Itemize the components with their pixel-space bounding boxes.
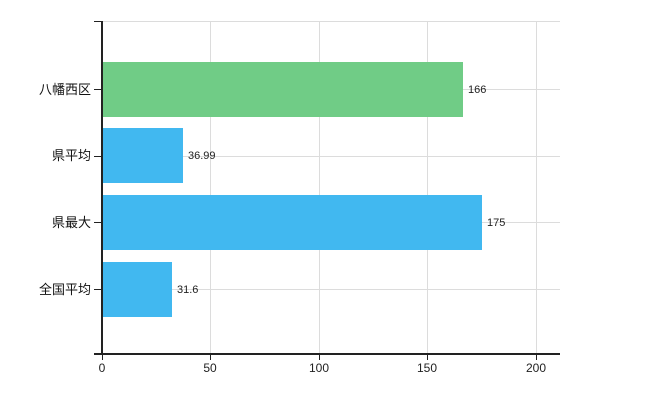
- category-label: 県最大: [51, 215, 91, 230]
- y-axis-tick: [94, 89, 102, 90]
- x-axis-tick: [319, 355, 320, 360]
- bar-value-label: 175: [487, 216, 506, 229]
- x-tick-label: 100: [308, 361, 330, 375]
- category-label: 県平均: [51, 148, 91, 163]
- y-axis-line: [101, 21, 103, 353]
- x-axis-tick: [210, 355, 211, 360]
- x-axis-tick: [536, 355, 537, 360]
- bar[interactable]: [103, 262, 172, 317]
- bar-row: 36.99: [103, 128, 216, 183]
- bar[interactable]: [103, 128, 183, 183]
- y-axis-tick: [94, 222, 102, 223]
- y-axis-tick: [94, 21, 102, 22]
- bar-value-label: 31.6: [177, 283, 199, 296]
- gridline-horizontal: [102, 289, 560, 290]
- x-tick-label: 150: [416, 361, 438, 375]
- gridline-vertical: [427, 21, 428, 353]
- bar-row: 31.6: [103, 262, 198, 317]
- x-axis-tick: [427, 355, 428, 360]
- bar-value-label: 166: [468, 83, 487, 96]
- bar[interactable]: [103, 195, 482, 250]
- gridline-vertical: [210, 21, 211, 353]
- y-axis-tick: [94, 289, 102, 290]
- gridline-vertical: [319, 21, 320, 353]
- category-label: 全国平均: [38, 282, 91, 297]
- plot-top-border: [102, 21, 560, 22]
- x-axis-line: [94, 353, 560, 355]
- y-axis-tick: [94, 156, 102, 157]
- bar-row: 175: [103, 195, 505, 250]
- gridline-vertical: [536, 21, 537, 353]
- bar-value-label: 36.99: [188, 149, 216, 162]
- bar-row: 166: [103, 62, 486, 117]
- gridline-horizontal: [102, 156, 560, 157]
- x-tick-label: 200: [525, 361, 547, 375]
- x-tick-label: 50: [203, 361, 217, 375]
- x-axis-tick: [102, 355, 103, 360]
- bar[interactable]: [103, 62, 463, 117]
- category-label: 八幡西区: [38, 82, 91, 97]
- x-tick-label: 0: [98, 361, 106, 375]
